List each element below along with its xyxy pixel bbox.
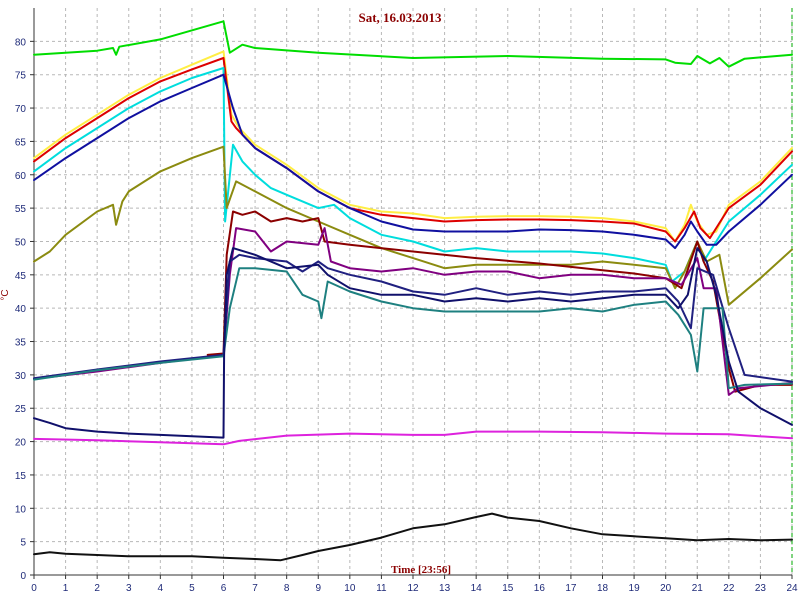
x-tick-label: 5 xyxy=(189,583,195,594)
x-tick-label: 7 xyxy=(252,583,258,594)
y-tick-label: 15 xyxy=(15,471,27,482)
x-tick-label: 14 xyxy=(471,583,483,594)
series-lines xyxy=(33,20,793,562)
x-tick-label: 4 xyxy=(158,583,164,594)
y-tick-label: 50 xyxy=(15,237,27,248)
series-line xyxy=(33,247,793,439)
chart-title: Sat, 16.03.2013 xyxy=(358,10,442,25)
x-tick-label: 8 xyxy=(284,583,290,594)
y-tick-label: 35 xyxy=(15,338,27,349)
x-axis-label: Time [23:56] xyxy=(391,564,451,576)
series-line xyxy=(33,267,793,390)
x-tick-label: 0 xyxy=(31,583,37,594)
series-line xyxy=(33,430,793,446)
x-tick-label: 21 xyxy=(692,583,704,594)
x-tick-label: 11 xyxy=(376,583,387,594)
x-tick-label: 13 xyxy=(439,583,451,594)
y-tick-label: 40 xyxy=(15,304,27,315)
y-tick-label: 0 xyxy=(20,571,26,582)
y-tick-label: 5 xyxy=(20,538,26,549)
x-tick-label: 16 xyxy=(534,583,546,594)
y-tick-label: 65 xyxy=(15,137,27,148)
series-line xyxy=(33,57,793,243)
x-tick-label: 1 xyxy=(63,583,69,594)
y-tick-label: 45 xyxy=(15,271,27,282)
series-line xyxy=(33,253,793,383)
x-tick-label: 19 xyxy=(629,583,641,594)
y-tick-label: 60 xyxy=(15,171,27,182)
x-tick-label: 15 xyxy=(502,583,514,594)
x-tick-label: 24 xyxy=(786,583,798,594)
series-line xyxy=(33,73,793,250)
y-tick-label: 70 xyxy=(15,104,27,115)
y-tick-label: 20 xyxy=(15,438,27,449)
x-tick-label: 18 xyxy=(597,583,609,594)
x-tick-label: 10 xyxy=(344,583,356,594)
x-tick-label: 12 xyxy=(407,583,419,594)
x-tick-label: 3 xyxy=(126,583,132,594)
x-tick-label: 6 xyxy=(221,583,227,594)
chart-axes xyxy=(30,8,793,579)
series-line xyxy=(33,512,793,562)
y-tick-label: 80 xyxy=(15,37,27,48)
y-tick-label: 10 xyxy=(15,504,27,515)
x-tick-label: 23 xyxy=(755,583,767,594)
y-tick-label: 75 xyxy=(15,71,27,82)
x-tick-label: 20 xyxy=(660,583,672,594)
tick-labels: 0 1 2 3 4 5 6 7 8 9 10 11 12 13 14 15 16 17 18 19 20 21 22 23 24… xyxy=(15,37,798,594)
x-tick-label: 2 xyxy=(94,583,100,594)
y-tick-label: 30 xyxy=(15,371,27,382)
y-axis-label: °C xyxy=(0,289,11,300)
y-tick-label: 55 xyxy=(15,204,27,215)
x-tick-label: 22 xyxy=(723,583,735,594)
series-line xyxy=(33,20,793,68)
x-tick-label: 9 xyxy=(315,583,321,594)
y-tick-label: 25 xyxy=(15,404,27,415)
x-tick-label: 17 xyxy=(565,583,577,594)
series-line xyxy=(33,227,793,396)
